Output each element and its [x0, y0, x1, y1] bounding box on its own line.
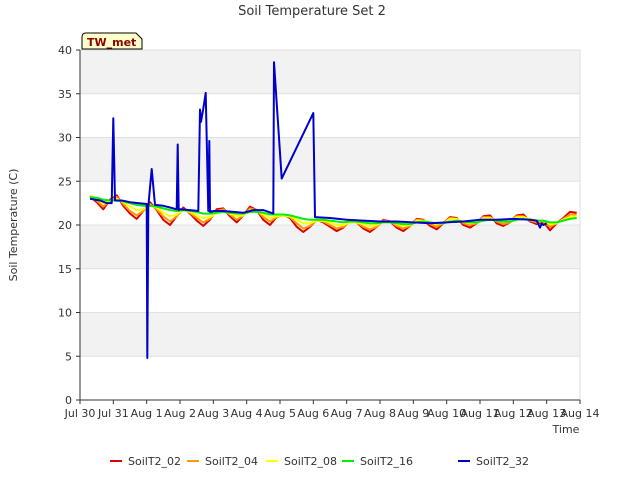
x-tick-label: Aug 6	[297, 407, 329, 420]
x-tick-label: Aug 13	[527, 407, 566, 420]
x-tick-label: Aug 4	[231, 407, 263, 420]
x-tick-label: Aug 11	[461, 407, 500, 420]
x-tick-label: Aug 1	[131, 407, 163, 420]
y-tick-label: 0	[65, 394, 72, 407]
y-tick-label: 25	[58, 175, 72, 188]
y-tick-label: 40	[58, 44, 72, 57]
series-line-soilt2_02	[89, 194, 577, 233]
x-tick-label: Aug 2	[164, 407, 196, 420]
plot-band	[80, 137, 580, 182]
y-tick-label: 5	[65, 350, 72, 363]
plot-band	[80, 268, 580, 313]
legend-entry: SoilT2_16	[360, 455, 413, 468]
plot-band	[80, 225, 580, 269]
station-tag: TW_met	[81, 32, 143, 50]
x-tick-label: Jul 30	[64, 407, 96, 420]
y-axis-label: Soil Temperature (C)	[7, 169, 20, 282]
x-tick-label: Aug 10	[427, 407, 466, 420]
x-tick-label: Aug 14	[561, 407, 600, 420]
y-tick-label: 20	[58, 219, 72, 232]
y-tick-label: 15	[58, 263, 72, 276]
x-tick-label: Aug 12	[494, 407, 533, 420]
plot-band	[80, 312, 580, 357]
plot-band	[80, 50, 580, 94]
y-tick-label: 35	[58, 88, 72, 101]
plot-area	[80, 50, 580, 400]
y-tick-label: 10	[58, 307, 72, 320]
x-tick-label: Aug 7	[331, 407, 363, 420]
legend-entry: SoilT2_08	[284, 455, 337, 468]
x-axis-label: Time	[552, 423, 580, 436]
x-tick-label: Jul 31	[97, 407, 129, 420]
legend: SoilT2_02 SoilT2_04 SoilT2_08 SoilT2_16 Soil…	[110, 455, 529, 468]
station-tag-label: TW_met	[87, 36, 136, 49]
legend-entry: SoilT2_32	[476, 455, 529, 468]
x-tick-label: Aug 3	[197, 407, 229, 420]
plot-band	[80, 356, 580, 400]
series-line-soilt2_32	[89, 61, 548, 359]
x-tick-label: Aug 8	[364, 407, 396, 420]
x-tick-label: Aug 5	[264, 407, 296, 420]
legend-entry: SoilT2_04	[205, 455, 258, 468]
station-tag-box	[81, 32, 143, 50]
legend-entry: SoilT2_02	[128, 455, 181, 468]
x-tick-label: Aug 9	[397, 407, 429, 420]
plot-band	[80, 93, 580, 138]
series-layer	[89, 61, 577, 359]
chart-title: Soil Temperature Set 2	[238, 4, 386, 19]
y-tick-label: 30	[58, 132, 72, 145]
